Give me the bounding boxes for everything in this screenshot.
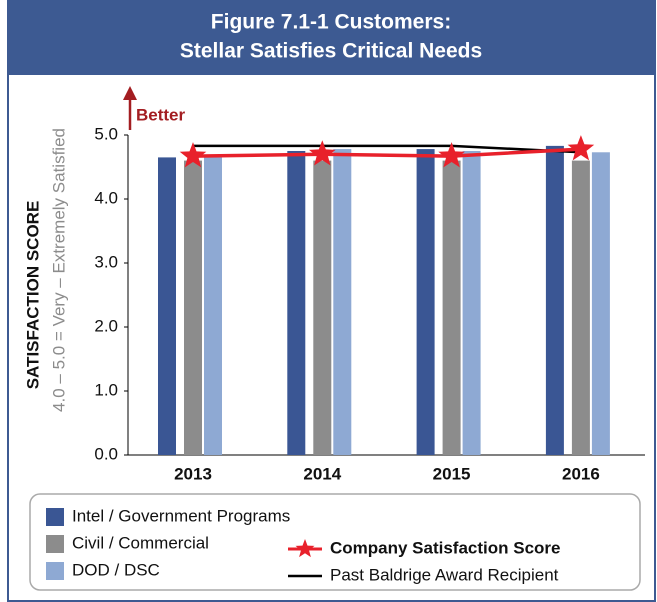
legend-label: Intel / Government Programs bbox=[72, 506, 290, 525]
bar bbox=[287, 151, 306, 455]
bar bbox=[204, 157, 222, 455]
legend bbox=[29, 493, 641, 591]
legend-label: Company Satisfaction Score bbox=[330, 538, 561, 557]
y-tick-label: 3.0 bbox=[94, 252, 118, 271]
bar bbox=[545, 145, 564, 455]
chart-title: Stellar Satisfies Critical Needs bbox=[180, 40, 482, 63]
annotation: Better bbox=[136, 105, 186, 124]
line bbox=[192, 147, 581, 158]
legend-swatch bbox=[46, 562, 64, 580]
legend-swatch bbox=[46, 535, 64, 553]
x-tick-label: 2013 bbox=[174, 464, 212, 483]
x-tick-label: 2014 bbox=[303, 464, 341, 483]
bar bbox=[313, 160, 332, 455]
legend-label: DOD / DSC bbox=[72, 560, 160, 579]
y-tick-label: 4.0 bbox=[94, 188, 118, 207]
marker bbox=[438, 142, 465, 168]
bar bbox=[158, 157, 176, 455]
legend-marker bbox=[295, 539, 315, 558]
bar bbox=[571, 160, 590, 455]
legend-label: Civil / Commercial bbox=[72, 533, 209, 552]
y-axis-note: 4.0 – 5.0 = Very – Extremely Satisfied bbox=[49, 128, 68, 412]
legend-label: Past Baldrige Award Recipient bbox=[330, 565, 559, 584]
chart-title: Figure 7.1-1 Customers: bbox=[211, 11, 451, 34]
bar bbox=[462, 151, 481, 455]
x-tick-label: 2016 bbox=[562, 464, 600, 483]
bar bbox=[333, 149, 352, 455]
x-tick-label: 2015 bbox=[433, 464, 471, 483]
better-arrow-head bbox=[123, 86, 137, 100]
bar bbox=[591, 152, 610, 455]
line bbox=[193, 144, 581, 154]
marker bbox=[179, 142, 207, 168]
legend-swatch bbox=[46, 508, 64, 526]
y-tick-label: 1.0 bbox=[94, 380, 118, 399]
y-tick-label: 5.0 bbox=[94, 124, 118, 143]
marker bbox=[309, 140, 336, 166]
bar bbox=[416, 149, 435, 455]
y-tick-label: 2.0 bbox=[94, 316, 118, 335]
bar bbox=[442, 160, 461, 455]
y-tick-label: 0.0 bbox=[94, 444, 118, 463]
header bbox=[8, 1, 655, 75]
y-axis-label: SATISFACTION SCORE bbox=[23, 201, 42, 390]
marker bbox=[567, 135, 595, 161]
bar bbox=[184, 160, 202, 455]
